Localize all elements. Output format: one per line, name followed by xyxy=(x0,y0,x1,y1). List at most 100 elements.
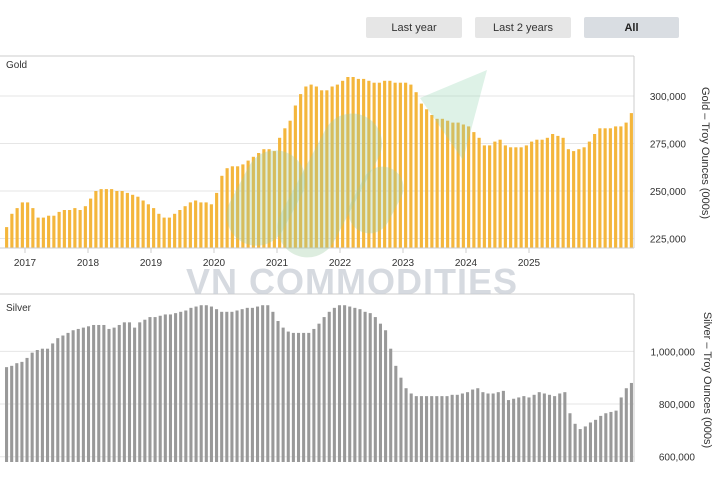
silver-bar xyxy=(563,392,567,462)
silver-bars xyxy=(5,305,633,462)
silver-bar xyxy=(394,365,398,462)
silver-bar xyxy=(46,348,50,462)
silver-bar xyxy=(527,397,531,462)
gold-chart-title: Gold xyxy=(6,60,27,71)
gold-bar xyxy=(509,147,513,248)
gold-bar xyxy=(20,202,24,248)
silver-bar xyxy=(599,415,603,462)
gold-bar xyxy=(456,122,460,248)
range-button-all[interactable]: All xyxy=(584,17,679,38)
silver-bar xyxy=(476,388,480,462)
silver-bar xyxy=(56,338,60,462)
silver-bar xyxy=(296,332,301,462)
silver-bar xyxy=(522,396,526,462)
gold-y-tick-label: 225,000 xyxy=(650,235,687,246)
gold-x-tick-label: 2018 xyxy=(77,258,100,269)
silver-bar xyxy=(122,322,126,462)
gold-bar xyxy=(346,77,350,248)
gold-bar xyxy=(503,145,507,248)
silver-bar xyxy=(261,305,265,462)
silver-bar xyxy=(71,330,75,462)
silver-bar xyxy=(506,400,511,462)
gold-bar xyxy=(619,126,623,248)
gold-bar xyxy=(15,208,19,248)
gold-bar xyxy=(120,191,124,248)
silver-bar xyxy=(204,305,208,462)
gold-bar xyxy=(488,145,492,248)
silver-bar xyxy=(389,348,393,462)
gold-bar xyxy=(551,134,555,248)
silver-bar xyxy=(440,396,444,462)
gold-x-tick-label: 2023 xyxy=(392,258,415,269)
silver-bar xyxy=(542,393,546,462)
gold-bar xyxy=(593,134,597,248)
gold-bar xyxy=(572,151,576,248)
silver-chart: 600,000 800,000 1,000,000 Silver Silver – … xyxy=(0,293,713,464)
silver-bar xyxy=(466,392,470,462)
gold-bar xyxy=(545,137,549,248)
gold-chart: 2017 2018 2019 2020 2021 2022 2023 2024 2025 225… xyxy=(0,55,711,269)
silver-bar xyxy=(209,306,213,462)
gold-bar xyxy=(498,139,502,248)
silver-bar xyxy=(148,317,152,462)
gold-x-tick-label: 2024 xyxy=(455,258,478,269)
gold-bar xyxy=(535,139,539,248)
gold-bar xyxy=(115,191,119,248)
gold-bar xyxy=(162,217,166,248)
silver-bar xyxy=(250,307,254,462)
gold-bar xyxy=(377,82,381,248)
watermark-logo-icon xyxy=(226,70,487,258)
silver-bar xyxy=(286,331,290,462)
silver-bar xyxy=(384,330,388,462)
silver-bar xyxy=(40,348,44,462)
silver-bar xyxy=(230,311,234,462)
gold-bar xyxy=(204,202,208,248)
gold-bar xyxy=(304,86,308,248)
silver-bar xyxy=(168,314,172,462)
gold-x-tick-label: 2019 xyxy=(140,258,163,269)
silver-bar xyxy=(322,317,326,462)
silver-bar xyxy=(368,313,372,462)
gold-bar xyxy=(561,137,565,248)
silver-bar xyxy=(20,361,24,462)
silver-bar xyxy=(481,392,485,462)
gold-bar xyxy=(257,153,261,248)
silver-bar xyxy=(281,327,285,462)
gold-bar xyxy=(461,124,465,248)
range-button-last-year[interactable]: Last year xyxy=(366,17,462,38)
silver-bar xyxy=(220,311,224,462)
silver-bar xyxy=(302,332,306,462)
silver-bar xyxy=(15,363,19,462)
silver-bar xyxy=(455,394,459,462)
gold-bar xyxy=(524,145,528,248)
gold-bar xyxy=(409,84,413,248)
gold-x-tick-label: 2022 xyxy=(329,258,352,269)
gold-bar xyxy=(314,86,318,248)
silver-bar xyxy=(537,392,541,462)
silver-bar xyxy=(307,332,311,462)
range-button-last-2-years[interactable]: Last 2 years xyxy=(475,17,571,38)
silver-chart-title: Silver xyxy=(6,303,32,314)
silver-bar xyxy=(276,321,280,462)
gold-bar xyxy=(73,208,77,248)
gold-x-ticks: 2017 2018 2019 2020 2021 2022 2023 2024 2025 xyxy=(14,248,541,269)
gold-bar xyxy=(341,80,345,248)
silver-bar xyxy=(312,328,316,462)
silver-bar xyxy=(624,388,628,462)
silver-bar xyxy=(399,377,403,462)
gold-bar xyxy=(367,80,371,248)
silver-bar xyxy=(547,394,552,462)
silver-bar xyxy=(112,327,116,462)
gold-x-tick-label: 2017 xyxy=(14,258,37,269)
gold-bar xyxy=(225,168,229,248)
gold-bar xyxy=(68,210,72,248)
silver-y-axis-label: Silver – Troy Ounces (000s) xyxy=(701,312,713,448)
gold-bar xyxy=(330,86,334,248)
silver-bar xyxy=(348,306,352,462)
silver-bar xyxy=(30,352,34,462)
silver-bar xyxy=(143,319,147,462)
gold-y-tick-label: 275,000 xyxy=(650,140,687,151)
gold-bar xyxy=(472,132,476,248)
silver-bar xyxy=(291,332,295,462)
gold-bar xyxy=(629,113,633,248)
